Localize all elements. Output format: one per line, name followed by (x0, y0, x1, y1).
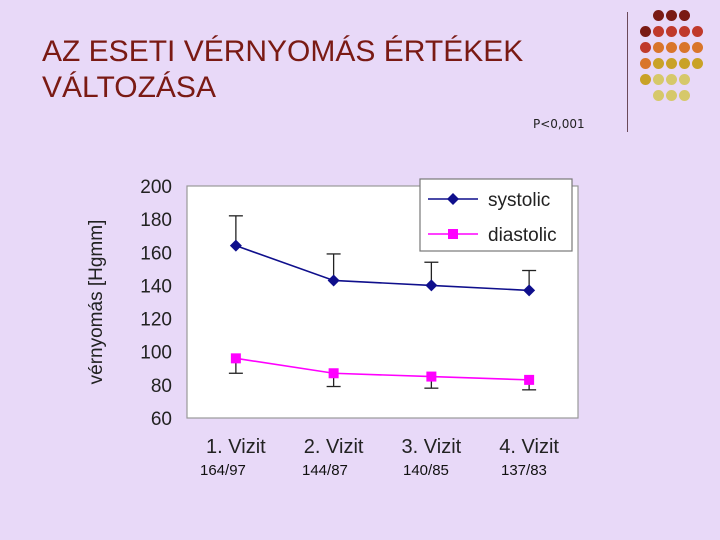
title-line-2: VÁLTOZÁSA (42, 71, 216, 104)
point-diastolic (426, 371, 437, 382)
legend-marker-systolic (447, 193, 459, 205)
visit-value-2: 144/87 (302, 462, 348, 479)
x-tick-label: 1. Vizit (206, 436, 266, 458)
y-tick-label: 200 (140, 177, 172, 198)
y-tick-label: 160 (140, 243, 172, 264)
decor-divider (627, 12, 628, 132)
title-line-1: AZ ESETI VÉRNYOMÁS ÉRTÉKEK (42, 35, 524, 68)
decor-dot (666, 26, 677, 37)
visit-value-3: 140/85 (403, 462, 449, 479)
decor-dot (679, 26, 690, 37)
decor-dot (679, 74, 690, 85)
decor-dot (692, 58, 703, 69)
legend-marker-diastolic (448, 229, 458, 239)
decor-dot (640, 74, 651, 85)
y-tick-label: 100 (140, 343, 172, 364)
point-systolic (425, 279, 438, 292)
decor-dot (653, 90, 664, 101)
series-line-systolic (235, 244, 530, 292)
point-systolic (523, 284, 536, 297)
page-title: AZ ESETI VÉRNYOMÁS ÉRTÉKEK VÁLTOZÁSA (42, 34, 523, 106)
y-tick-label: 120 (140, 310, 172, 331)
visit-value-4: 137/83 (501, 462, 547, 479)
decor-dot (653, 10, 664, 21)
y-axis-label: vérnyomás [Hgmm] (86, 220, 107, 385)
decor-dot (640, 58, 651, 69)
decor-dot (679, 42, 690, 53)
decor-dot (692, 26, 703, 37)
decor-dot (640, 26, 651, 37)
decor-dot (653, 58, 664, 69)
x-tick-label: 4. Vizit (499, 436, 559, 458)
decor-dot (666, 10, 677, 21)
y-tick-label: 80 (151, 376, 172, 397)
point-diastolic (230, 353, 241, 364)
decor-dot (692, 42, 703, 53)
decor-dot (666, 74, 677, 85)
y-tick-label: 140 (140, 276, 172, 297)
visit-value-1: 164/97 (200, 462, 246, 479)
point-diastolic (524, 374, 535, 385)
decor-dot (679, 58, 690, 69)
decor-dot (666, 90, 677, 101)
decor-dot (640, 42, 651, 53)
series-line-diastolic (235, 357, 530, 381)
point-systolic (229, 239, 242, 252)
decor-dot (653, 74, 664, 85)
legend-label-systolic: systolic (488, 190, 550, 211)
decor-dot (679, 10, 690, 21)
x-tick-label: 2. Vizit (304, 436, 364, 458)
decor-dot (653, 42, 664, 53)
decor-dot (666, 58, 677, 69)
decor-dot (666, 42, 677, 53)
point-systolic (327, 274, 340, 287)
legend-label-diastolic: diastolic (488, 225, 557, 246)
p-value-note: P<0,001 (533, 117, 585, 131)
decor-dot (679, 90, 690, 101)
x-tick-label: 3. Vizit (402, 436, 462, 458)
point-diastolic (328, 368, 339, 379)
legend-box (419, 178, 573, 252)
decor-dot (653, 26, 664, 37)
y-tick-label: 180 (140, 210, 172, 231)
y-tick-label: 60 (151, 409, 172, 430)
